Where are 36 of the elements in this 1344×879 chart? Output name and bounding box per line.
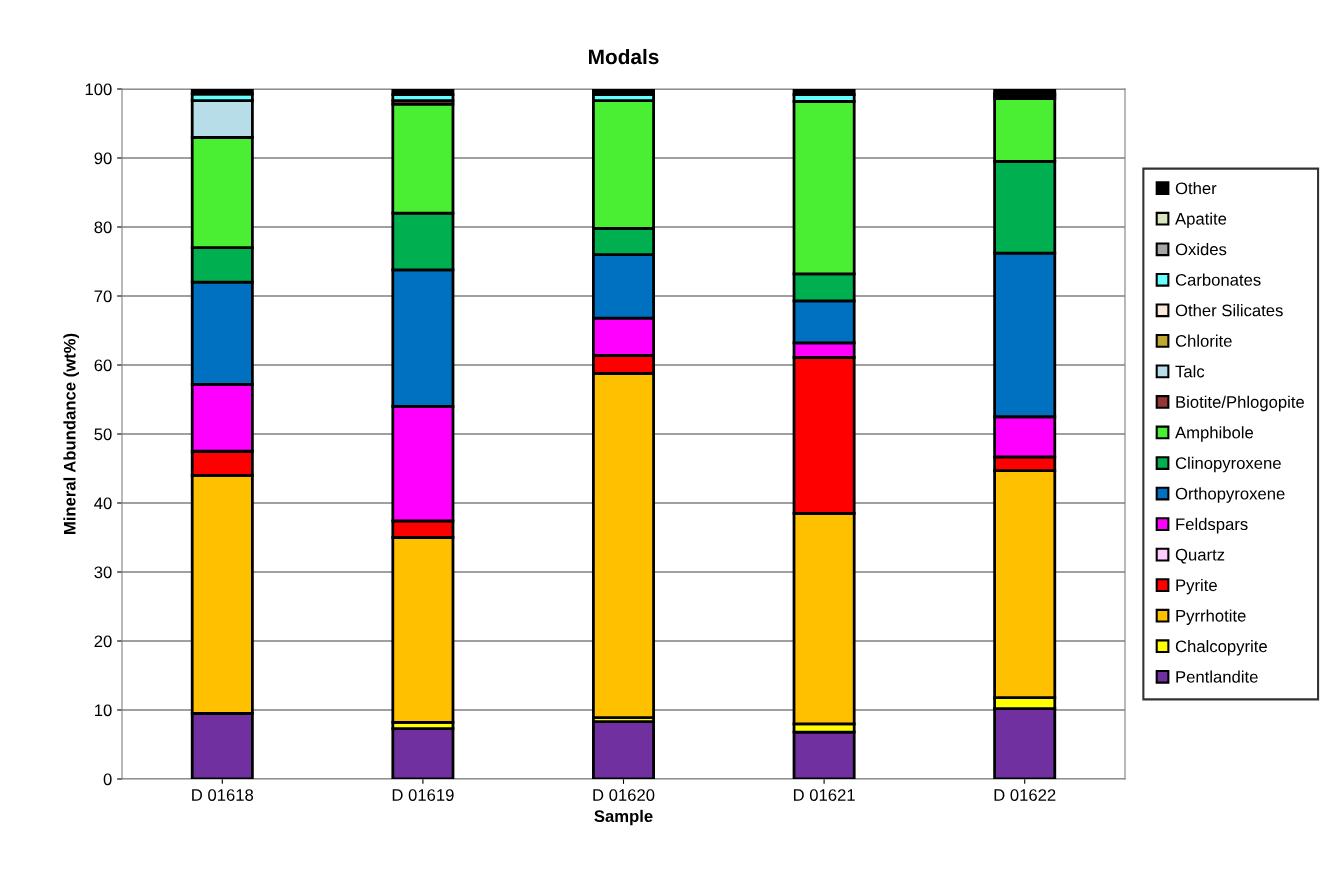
- y-tick-label: 100: [85, 83, 112, 96]
- legend-label: Feldspars: [1176, 517, 1248, 534]
- legend-label: Clinopyroxene: [1175, 456, 1281, 473]
- y-tick-label: 80: [94, 221, 112, 234]
- x-tick-label: D 01618: [192, 789, 254, 801]
- y-tick-label: 20: [94, 635, 112, 648]
- y-tick-label: 30: [94, 566, 112, 579]
- x-tick-label: D 01620: [593, 789, 655, 801]
- y-tick-label: 0: [103, 773, 112, 786]
- y-axis-title: Mineral Abundance (wt%): [63, 333, 79, 534]
- legend-label: Pyrrhotite: [1176, 609, 1246, 625]
- legend-label: Orthopyroxene: [1175, 487, 1285, 503]
- legend-label: Chalcopyrite: [1175, 639, 1267, 656]
- legend-label: Pyrite: [1176, 578, 1217, 595]
- y-tick-label: 70: [94, 290, 112, 303]
- y-tick-label: 50: [94, 428, 112, 441]
- legend-label: Oxides: [1175, 243, 1227, 256]
- legend-label: Carbonates: [1175, 273, 1261, 286]
- legend-label: Other: [1175, 181, 1217, 195]
- legend-label: Pentlandite: [1176, 670, 1258, 683]
- y-tick-label: 60: [94, 359, 112, 372]
- chart-title: Modals: [589, 48, 659, 65]
- x-tick-label: D 01619: [392, 789, 454, 801]
- y-tick-label: 40: [94, 497, 112, 510]
- x-axis-title: Sample: [594, 809, 653, 826]
- legend-label: Other Silicates: [1175, 304, 1283, 317]
- y-tick-label: 10: [95, 704, 112, 717]
- legend-label: Chlorite: [1175, 334, 1232, 347]
- legend-label: Amphibole: [1175, 426, 1254, 442]
- x-tick-label: D 01621: [793, 789, 855, 801]
- legend-label: Quartz: [1175, 548, 1225, 564]
- y-tick-label: 90: [94, 152, 112, 165]
- legend-label: Apatite: [1175, 212, 1227, 229]
- x-tick-label: D 01622: [994, 789, 1056, 801]
- legend-label: Biotite/Phlogopite: [1176, 395, 1305, 412]
- legend-label: Talc: [1175, 365, 1205, 378]
